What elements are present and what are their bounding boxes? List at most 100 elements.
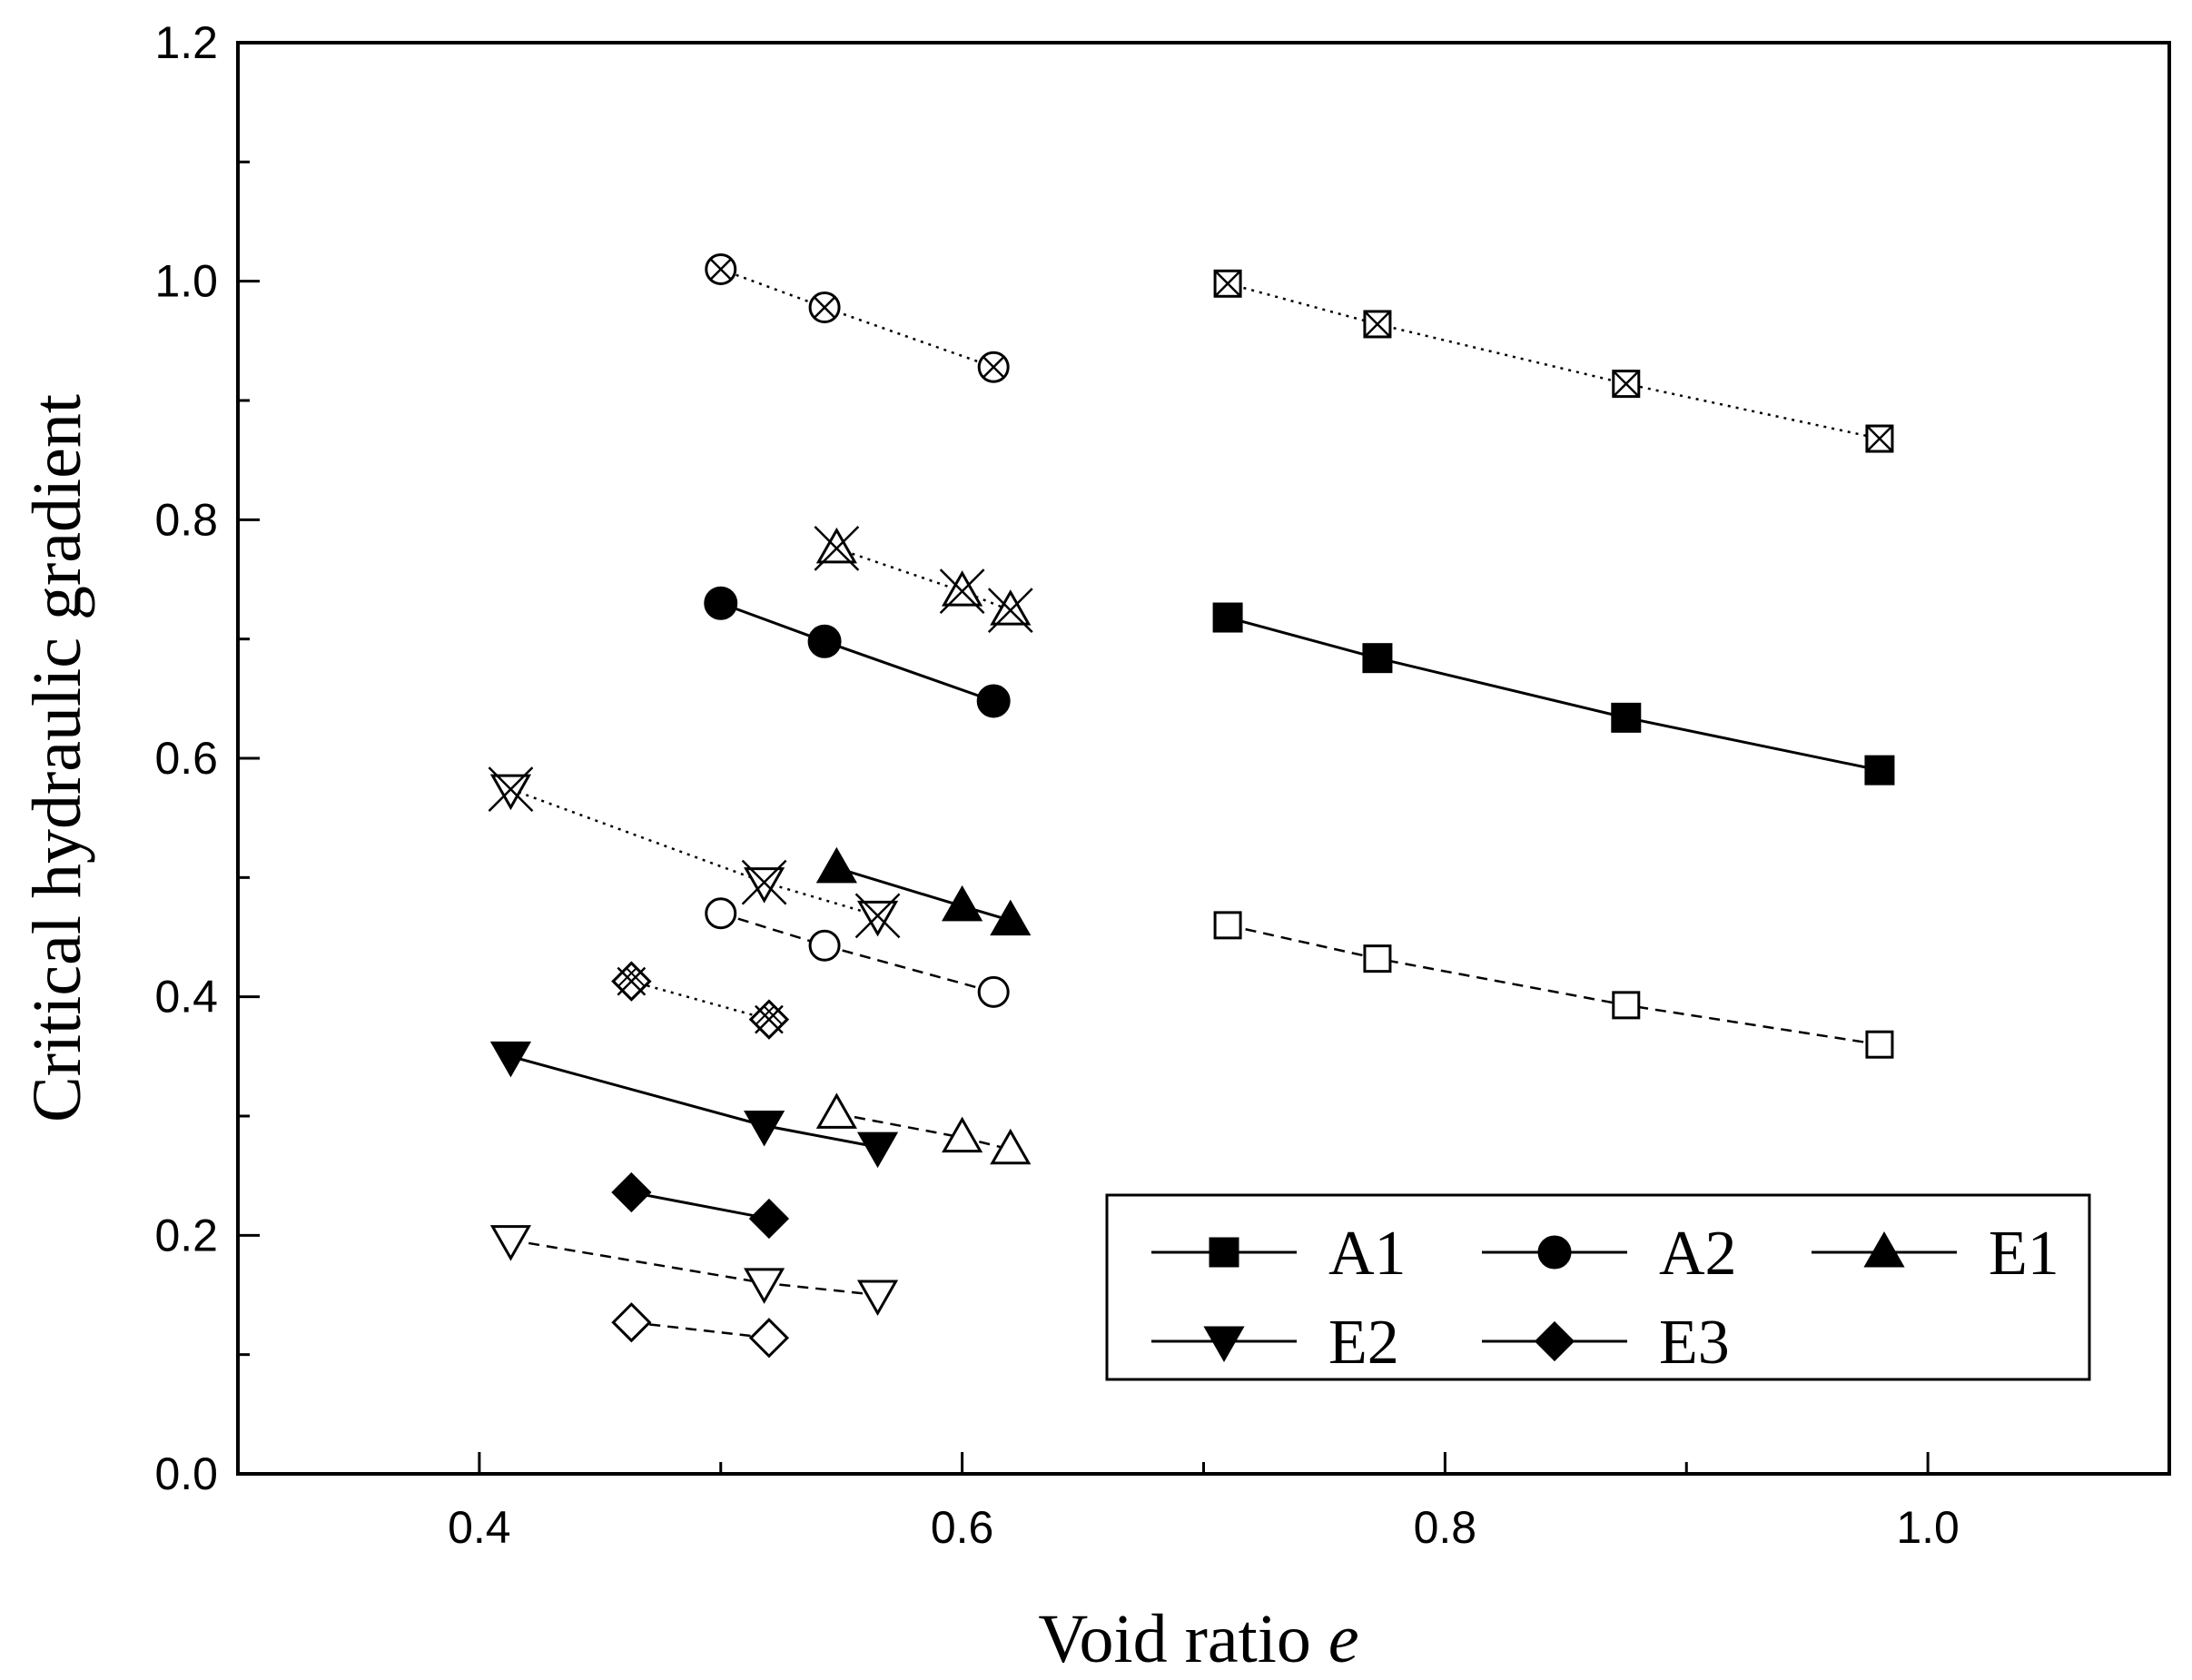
data-point	[942, 884, 983, 922]
series-line	[835, 547, 1012, 612]
data-point	[748, 1318, 790, 1359]
x-tick-label: 0.6	[931, 1502, 994, 1553]
triangle-down-marker	[1203, 1326, 1245, 1363]
square-marker	[1865, 1030, 1894, 1059]
series	[611, 1171, 790, 1240]
triangle-up-marker	[990, 899, 1032, 936]
data-point	[808, 929, 841, 962]
data-point	[1863, 1230, 1905, 1268]
circle-marker	[976, 684, 1011, 718]
data-point	[748, 999, 790, 1040]
legend-label: E2	[1328, 1308, 1399, 1378]
x-tick-label: 0.8	[1414, 1502, 1477, 1553]
series	[1213, 269, 1894, 453]
series-line	[1227, 282, 1881, 440]
data-point	[489, 1041, 532, 1078]
data-point	[856, 1280, 899, 1317]
series	[814, 525, 1033, 634]
triangle-up-marker	[815, 846, 857, 884]
square-marker	[1213, 911, 1242, 940]
series-line	[1227, 616, 1881, 772]
series	[1213, 911, 1894, 1059]
series-line	[510, 1239, 878, 1297]
x-axis-title-variable: e	[1328, 1601, 1359, 1677]
diamond-marker	[748, 1198, 790, 1240]
cross-mark	[755, 1004, 775, 1026]
cross-mark	[987, 588, 1033, 634]
data-point	[977, 351, 1010, 383]
triangle-down-marker	[489, 1041, 532, 1078]
data-point	[748, 1198, 790, 1240]
data-point	[489, 1225, 532, 1261]
data-point	[741, 859, 787, 905]
data-point	[1363, 310, 1392, 339]
data-point	[611, 1302, 652, 1343]
square-marker	[1212, 602, 1243, 633]
series-line	[835, 866, 1012, 923]
triangle-up-marker	[990, 589, 1032, 626]
series	[1212, 602, 1895, 786]
data-point	[990, 899, 1032, 936]
data-point	[704, 586, 738, 620]
y-tick-label: 0.0	[154, 1448, 218, 1499]
legend-item: A1	[1151, 1219, 1407, 1289]
series	[489, 1225, 899, 1317]
series-line	[720, 601, 994, 703]
data-point	[1611, 702, 1642, 733]
data-point	[488, 766, 534, 813]
triangle-down-marker	[744, 1268, 785, 1304]
cross-mark	[814, 525, 860, 571]
data-point	[1864, 755, 1895, 786]
data-point	[1363, 944, 1392, 973]
legend-item: E2	[1151, 1308, 1399, 1378]
series	[611, 1302, 790, 1359]
cross-mark	[617, 966, 638, 988]
data-point	[1212, 602, 1243, 633]
cross-mark	[1364, 311, 1391, 338]
square-marker	[1363, 944, 1392, 973]
data-point	[744, 1268, 785, 1304]
series-line	[720, 268, 994, 369]
legend: A1 A2 E1 E2 E3	[1105, 1193, 2091, 1381]
x-tick-label: 0.4	[448, 1502, 511, 1553]
data-point	[990, 1128, 1032, 1165]
y-tick-label: 0.4	[154, 972, 218, 1023]
cross-mark	[939, 568, 985, 615]
legend-item: E3	[1482, 1308, 1730, 1378]
y-tick-label: 0.6	[154, 733, 218, 784]
triangle-down-marker	[489, 774, 532, 811]
triangle-down-marker	[744, 1111, 785, 1147]
data-point	[744, 1111, 785, 1147]
data-point	[611, 1171, 652, 1213]
series	[705, 897, 1010, 1008]
square-marker	[1612, 991, 1641, 1020]
circle-marker	[977, 975, 1010, 1008]
legend-label: E1	[1989, 1219, 2059, 1289]
data-point	[705, 897, 737, 930]
x-tick-label: 1.0	[1896, 1502, 1960, 1553]
legend-item: E1	[1812, 1219, 2059, 1289]
legend-item: A2	[1482, 1219, 1737, 1289]
axes: 0.4 0.6 0.8 1.0 0.0 0.2 0.4 0.6 0.8 1.0 1.2	[154, 17, 2171, 1553]
data-point	[942, 1116, 983, 1153]
series	[488, 766, 901, 939]
square-marker	[1362, 643, 1393, 674]
triangle-down-marker	[856, 1132, 899, 1169]
cross-mark	[755, 1004, 784, 1034]
series	[611, 961, 790, 1040]
data-point	[1865, 424, 1894, 453]
triangle-up-marker	[942, 884, 983, 922]
data-point	[856, 1132, 899, 1169]
series	[705, 253, 1010, 383]
square-marker	[1864, 755, 1895, 786]
cross-mark	[625, 966, 647, 988]
series-line	[631, 980, 770, 1021]
circle-marker	[807, 624, 842, 658]
data-point	[611, 961, 652, 1002]
data-point	[808, 292, 841, 324]
cross-mark	[1214, 270, 1241, 298]
data-point	[977, 975, 1010, 1008]
circle-marker	[704, 586, 738, 620]
series-line	[510, 787, 878, 917]
